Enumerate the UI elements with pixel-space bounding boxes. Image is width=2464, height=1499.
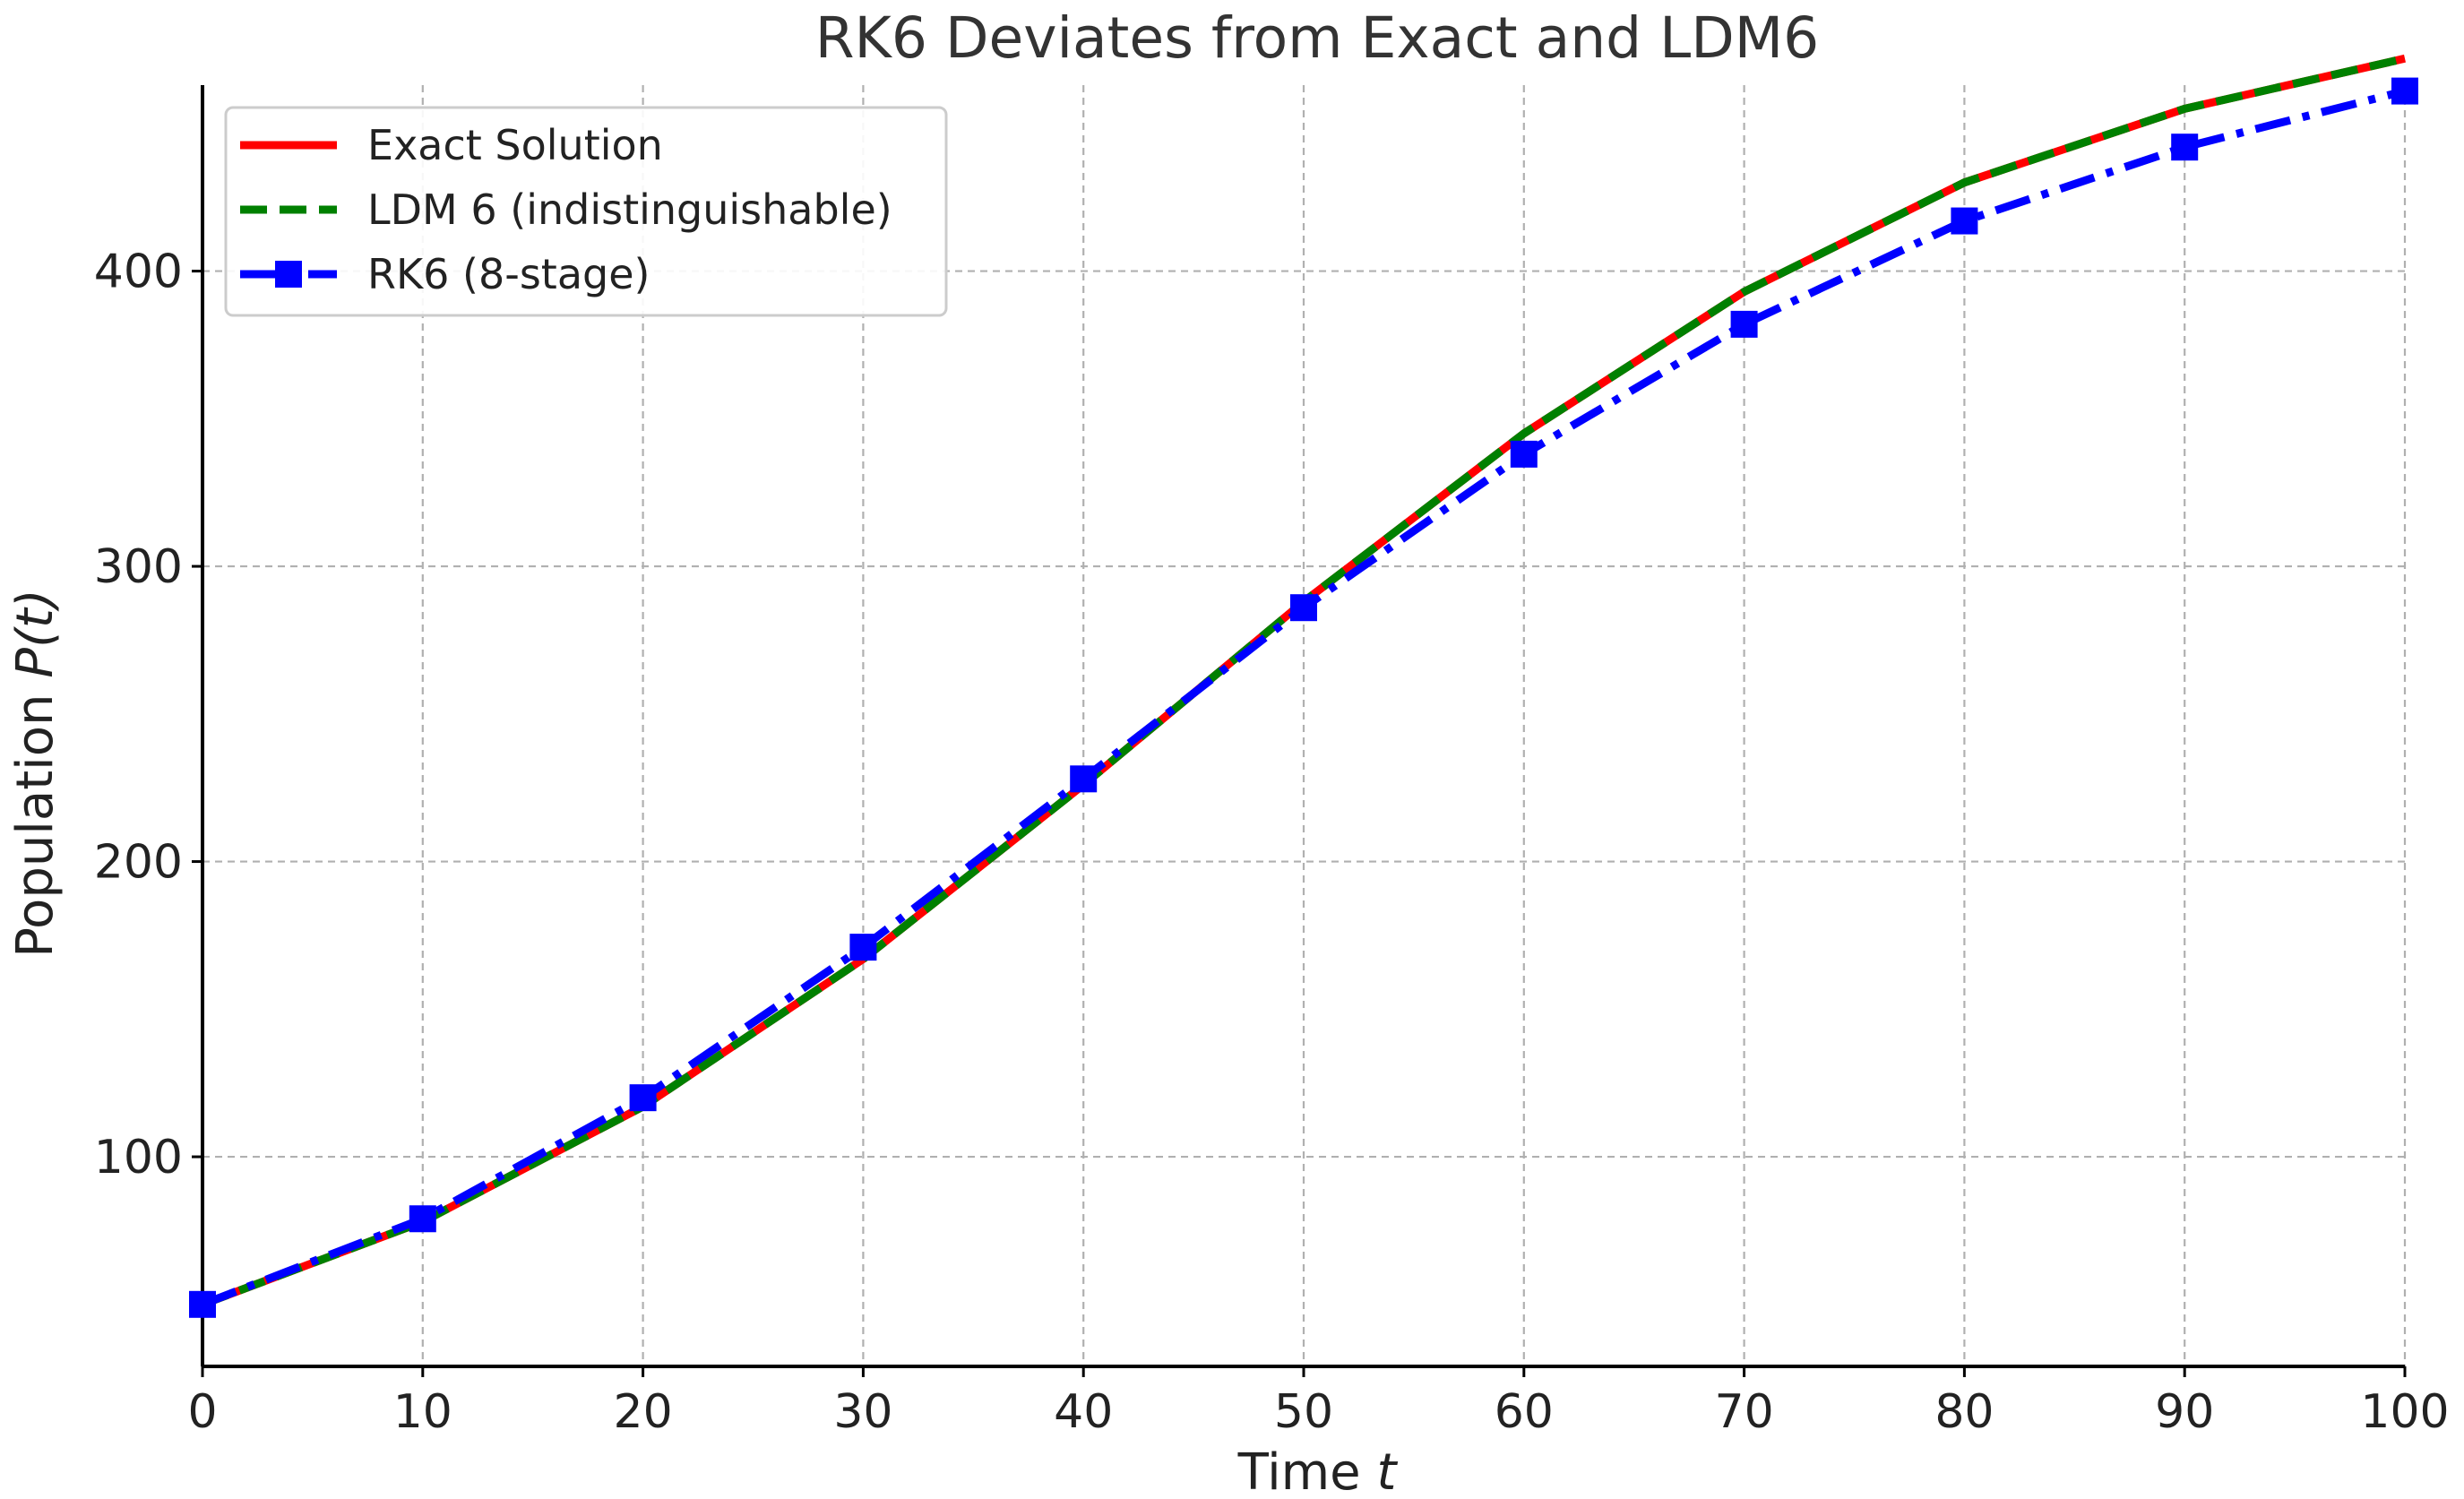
legend-label: Exact Solution (367, 121, 663, 169)
y-axis-label-text: Population (6, 694, 65, 958)
legend-marker (275, 261, 302, 288)
data-point (1951, 207, 1978, 235)
x-tick-label: 10 (393, 1385, 452, 1439)
legend: Exact Solution LDM 6 (indistinguishable) R… (224, 106, 948, 317)
data-point (1290, 594, 1317, 622)
data-point (189, 1290, 216, 1318)
data-point (849, 934, 877, 961)
x-tick-label: 0 (187, 1385, 217, 1439)
y-axis-label-var: P(t) (6, 589, 65, 677)
legend-label: RK6 (8-stage) (367, 250, 650, 298)
legend-label: LDM 6 (indistinguishable) (367, 185, 892, 234)
x-tick-label: 80 (1934, 1385, 1994, 1439)
data-point (2391, 77, 2418, 105)
y-tick-label: 400 (94, 246, 183, 299)
y-tick-label: 300 (94, 540, 183, 594)
x-axis-label: Time t (1237, 1443, 1399, 1499)
series-2 (189, 77, 2418, 1318)
data-point (2171, 134, 2199, 161)
x-tick-label: 100 (2360, 1385, 2449, 1439)
x-axis-label-var: t (1376, 1443, 1398, 1499)
chart-title: RK6 Deviates from Exact and LDM6 (815, 5, 1819, 71)
x-tick-label: 30 (833, 1385, 892, 1439)
y-tick-label: 100 (94, 1131, 183, 1185)
data-point (629, 1084, 657, 1112)
x-tick-label: 50 (1274, 1385, 1333, 1439)
x-tick-label: 40 (1054, 1385, 1113, 1439)
data-point (1070, 765, 1098, 793)
data-point (1510, 440, 1538, 468)
ticks: 0 10 20 30 40 50 60 70 80 90 100 100 200 300 400 (94, 246, 2450, 1439)
x-tick-label: 20 (614, 1385, 673, 1439)
y-axis-label: Population P(t) (6, 589, 65, 957)
x-tick-label: 60 (1495, 1385, 1554, 1439)
data-point (1730, 310, 1758, 338)
x-tick-label: 90 (2155, 1385, 2214, 1439)
legend-box (224, 106, 948, 317)
x-axis-label-text: Time (1237, 1443, 1361, 1499)
series-layer (189, 54, 2418, 1318)
y-tick-label: 200 (94, 836, 183, 890)
x-tick-label: 70 (1715, 1385, 1774, 1439)
data-point (409, 1205, 436, 1233)
